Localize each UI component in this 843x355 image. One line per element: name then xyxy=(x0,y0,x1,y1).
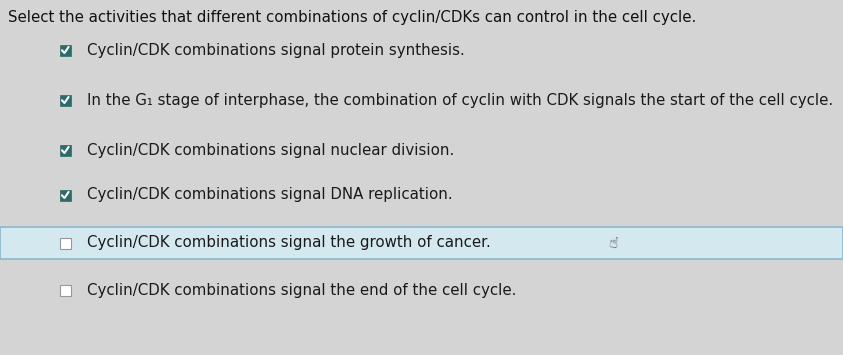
Text: Select the activities that different combinations of cyclin/CDKs can control in : Select the activities that different com… xyxy=(8,10,696,25)
Text: Cyclin/CDK combinations signal the end of the cell cycle.: Cyclin/CDK combinations signal the end o… xyxy=(87,283,517,297)
Text: Cyclin/CDK combinations signal nuclear division.: Cyclin/CDK combinations signal nuclear d… xyxy=(87,142,454,158)
FancyBboxPatch shape xyxy=(60,94,71,105)
Text: In the G₁ stage of interphase, the combination of cyclin with CDK signals the st: In the G₁ stage of interphase, the combi… xyxy=(87,93,833,108)
FancyBboxPatch shape xyxy=(60,284,71,295)
FancyBboxPatch shape xyxy=(0,227,843,259)
Text: Cyclin/CDK combinations signal the growth of cancer.: Cyclin/CDK combinations signal the growt… xyxy=(87,235,491,251)
FancyBboxPatch shape xyxy=(60,44,71,55)
FancyBboxPatch shape xyxy=(60,237,71,248)
FancyBboxPatch shape xyxy=(60,190,71,201)
Text: ☝: ☝ xyxy=(607,235,619,251)
FancyBboxPatch shape xyxy=(60,144,71,155)
Text: Cyclin/CDK combinations signal DNA replication.: Cyclin/CDK combinations signal DNA repli… xyxy=(87,187,453,202)
Text: Cyclin/CDK combinations signal protein synthesis.: Cyclin/CDK combinations signal protein s… xyxy=(87,43,464,58)
